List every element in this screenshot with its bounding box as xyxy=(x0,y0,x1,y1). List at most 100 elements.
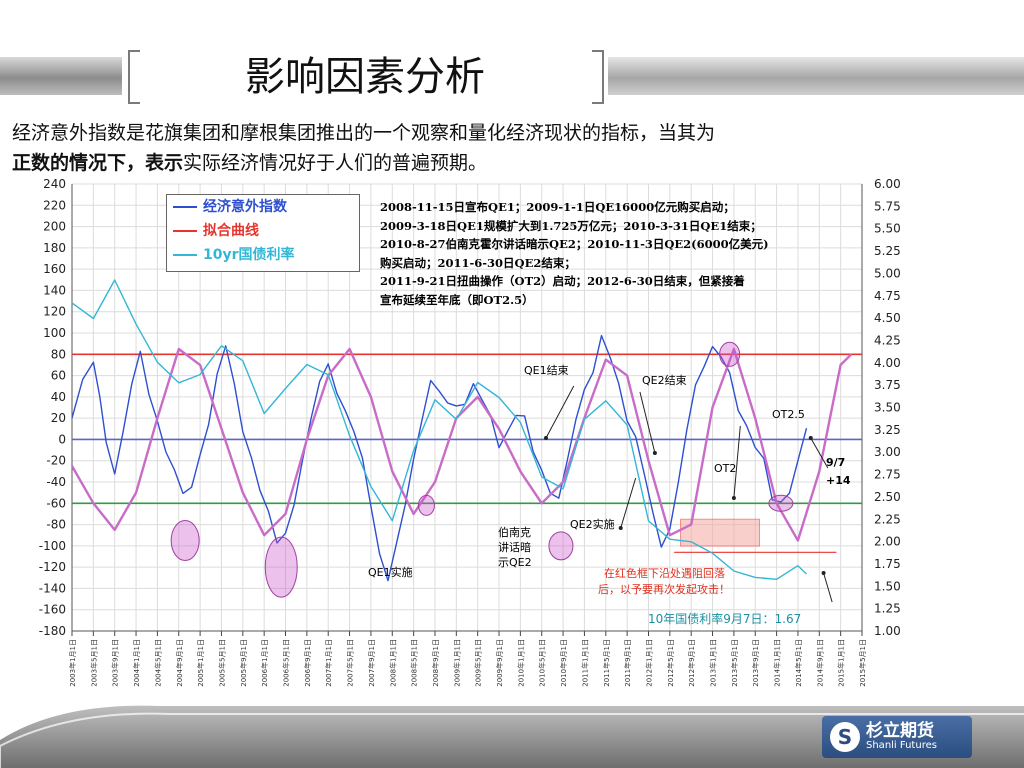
trough-circle xyxy=(548,531,574,561)
y-right-tick-label: 5.50 xyxy=(874,222,901,236)
x-tick-label: 2015年5月1日 xyxy=(858,639,867,687)
legend-swatch-fit xyxy=(173,230,197,232)
y-right-tick-label: 6.00 xyxy=(874,178,901,191)
trough-circle xyxy=(768,494,794,512)
annotation-arrow-head xyxy=(652,451,657,455)
anno-bernanke-1: 伯南克 xyxy=(498,526,531,539)
annotation-arrow xyxy=(810,437,829,469)
y-right-tick-label: 4.75 xyxy=(874,289,901,303)
y-right-tick-label: 1.50 xyxy=(874,579,901,593)
series-line-1 xyxy=(70,347,853,542)
y-left-tick-label: -80 xyxy=(46,518,66,532)
y-left-tick-label: 40 xyxy=(51,390,66,404)
title-bracket-left xyxy=(128,50,140,104)
anno-red-1: 在红色框下沿处遇阻回落 xyxy=(604,567,725,580)
anno-qe1-end: QE1结束 xyxy=(524,364,569,377)
x-tick-label: 2012年1月1日 xyxy=(644,639,653,687)
x-tick-label: 2014年5月1日 xyxy=(794,639,803,687)
header-bar-left xyxy=(0,57,122,95)
desc-bold1: 正数的情况下， xyxy=(12,152,146,174)
legend-item-fit: 拟合曲线 xyxy=(167,219,359,243)
slide-title: 影响因素分析 xyxy=(245,54,485,100)
y-left-tick-label: 80 xyxy=(51,347,66,361)
y-right-tick-label: 3.25 xyxy=(874,423,901,437)
annotation-arrow xyxy=(639,391,656,454)
y-right-tick-label: 2.50 xyxy=(874,490,901,504)
x-tick-label: 2006年1月1日 xyxy=(260,639,269,687)
x-tick-label: 2011年5月1日 xyxy=(602,639,611,687)
y-left-tick-label: 160 xyxy=(43,262,66,276)
x-tick-label: 2005年1月1日 xyxy=(196,639,205,687)
y-left-tick-label: -120 xyxy=(39,560,66,574)
x-tick-label: 2007年9月1日 xyxy=(367,639,376,687)
legend-item-surprise: 经济意外指数 xyxy=(167,195,359,219)
x-tick-label: 2014年1月1日 xyxy=(773,639,782,687)
legend-swatch-surprise xyxy=(173,206,197,208)
x-tick-label: 2013年1月1日 xyxy=(709,639,718,687)
annotation-arrow-head xyxy=(544,436,548,440)
y-right-tick-label: 4.25 xyxy=(874,333,901,347)
x-tick-label: 2006年5月1日 xyxy=(282,639,291,687)
x-tick-label: 2003年5月1日 xyxy=(89,639,98,687)
y-left-tick-label: 20 xyxy=(51,411,66,425)
y-left-tick-label: 140 xyxy=(43,283,66,297)
x-tick-label: 2005年9月1日 xyxy=(239,639,248,687)
x-tick-label: 2014年9月1日 xyxy=(815,639,824,687)
logo-cn: 杉立期货 xyxy=(866,721,934,741)
note-line: 2010-8-27伯南克霍尔讲话暗示QE2；2010-11-3日QE2(6000… xyxy=(380,237,769,251)
y-right-tick-label: 2.75 xyxy=(874,468,901,482)
series-line-2 xyxy=(71,279,807,580)
x-tick-label: 2012年9月1日 xyxy=(687,639,696,687)
logo-s-icon: S xyxy=(830,722,860,752)
annotation-arrow-head xyxy=(618,526,623,530)
y-right-tick-label: 5.25 xyxy=(874,244,901,258)
trough-circle xyxy=(264,536,298,598)
y-right-tick-label: 4.50 xyxy=(874,311,901,325)
trough-circle xyxy=(719,341,741,367)
annotation-arrow xyxy=(545,385,575,439)
y-left-tick-label: -100 xyxy=(39,539,66,553)
y-left-tick-label: -160 xyxy=(39,603,66,617)
y-right-tick-label: 5.75 xyxy=(874,199,901,213)
anno-ot25: OT2.5 xyxy=(772,408,805,421)
anno-qe2-end: QE2结束 xyxy=(642,374,687,387)
desc-part1: 经济意外指数是花旗集团和摩根集团推出的一个观察和量化经济现状的指标，当其为 xyxy=(12,122,716,144)
legend-label-fit: 拟合曲线 xyxy=(203,223,259,239)
company-logo: S 杉立期货 Shanli Futures xyxy=(822,716,972,758)
x-tick-label: 2010年1月1日 xyxy=(516,639,525,687)
annotation-arrow-head xyxy=(821,571,826,575)
x-tick-label: 2009年9月1日 xyxy=(495,639,504,687)
y-right-tick-label: 2.00 xyxy=(874,535,901,549)
x-tick-label: 2009年5月1日 xyxy=(474,639,483,687)
anno-qe2-impl: QE2实施 xyxy=(570,518,615,531)
note-line: 2008-11-15日宣布QE1；2009-1-1日QE16000亿元购买启动； xyxy=(380,200,735,214)
annotation-arrow xyxy=(823,572,833,603)
desc-bold2: 表示 xyxy=(145,152,184,174)
slide-description: 经济意外指数是花旗集团和摩根集团推出的一个观察和量化经济现状的指标，当其为 正数的… xyxy=(12,118,1002,178)
y-left-tick-label: -140 xyxy=(39,581,66,595)
anno-sep7: 9/7 xyxy=(826,456,846,469)
y-left-tick-label: -180 xyxy=(39,624,66,638)
y-right-tick-label: 4.00 xyxy=(874,356,901,370)
y-left-tick-label: 220 xyxy=(43,198,66,212)
x-tick-label: 2011年1月1日 xyxy=(580,639,589,687)
x-tick-label: 2008年5月1日 xyxy=(410,639,419,687)
anno-yield-note: 10年国债利率9月7日：1.67 xyxy=(648,612,802,626)
chart-area: 240 220 200 180 160 140 120 100 80 60 40 20 0 -20 -40-… xyxy=(24,178,914,700)
footer-wave xyxy=(0,705,1024,768)
anno-plus14: +14 xyxy=(826,474,851,487)
y-right-tick-label: 5.00 xyxy=(874,266,901,280)
y-left-tick-label: -60 xyxy=(46,496,66,510)
chart-notes: 2008-11-15日宣布QE1；2009-1-1日QE16000亿元购买启动；… xyxy=(380,198,850,309)
y-left-tick-label: 240 xyxy=(43,178,66,191)
anno-red-2: 后，以予要再次发起攻击！ xyxy=(598,583,730,596)
x-tick-label: 2007年5月1日 xyxy=(346,639,355,687)
legend-label-surprise: 经济意外指数 xyxy=(203,199,287,215)
annotation-arrow xyxy=(733,425,741,499)
note-line: 宣布延续至年底（即OT2.5） xyxy=(380,292,534,307)
logo-en: Shanli Futures xyxy=(866,740,937,751)
x-tick-label: 2010年5月1日 xyxy=(538,639,547,687)
y-left-tick-label: 120 xyxy=(43,305,66,319)
note-line: 2011-9-21日扭曲操作（OT2）启动；2012-6-30日结束，但紧接着 xyxy=(380,274,745,288)
chart-legend: 经济意外指数 拟合曲线 10yr国债利率 xyxy=(166,194,360,272)
